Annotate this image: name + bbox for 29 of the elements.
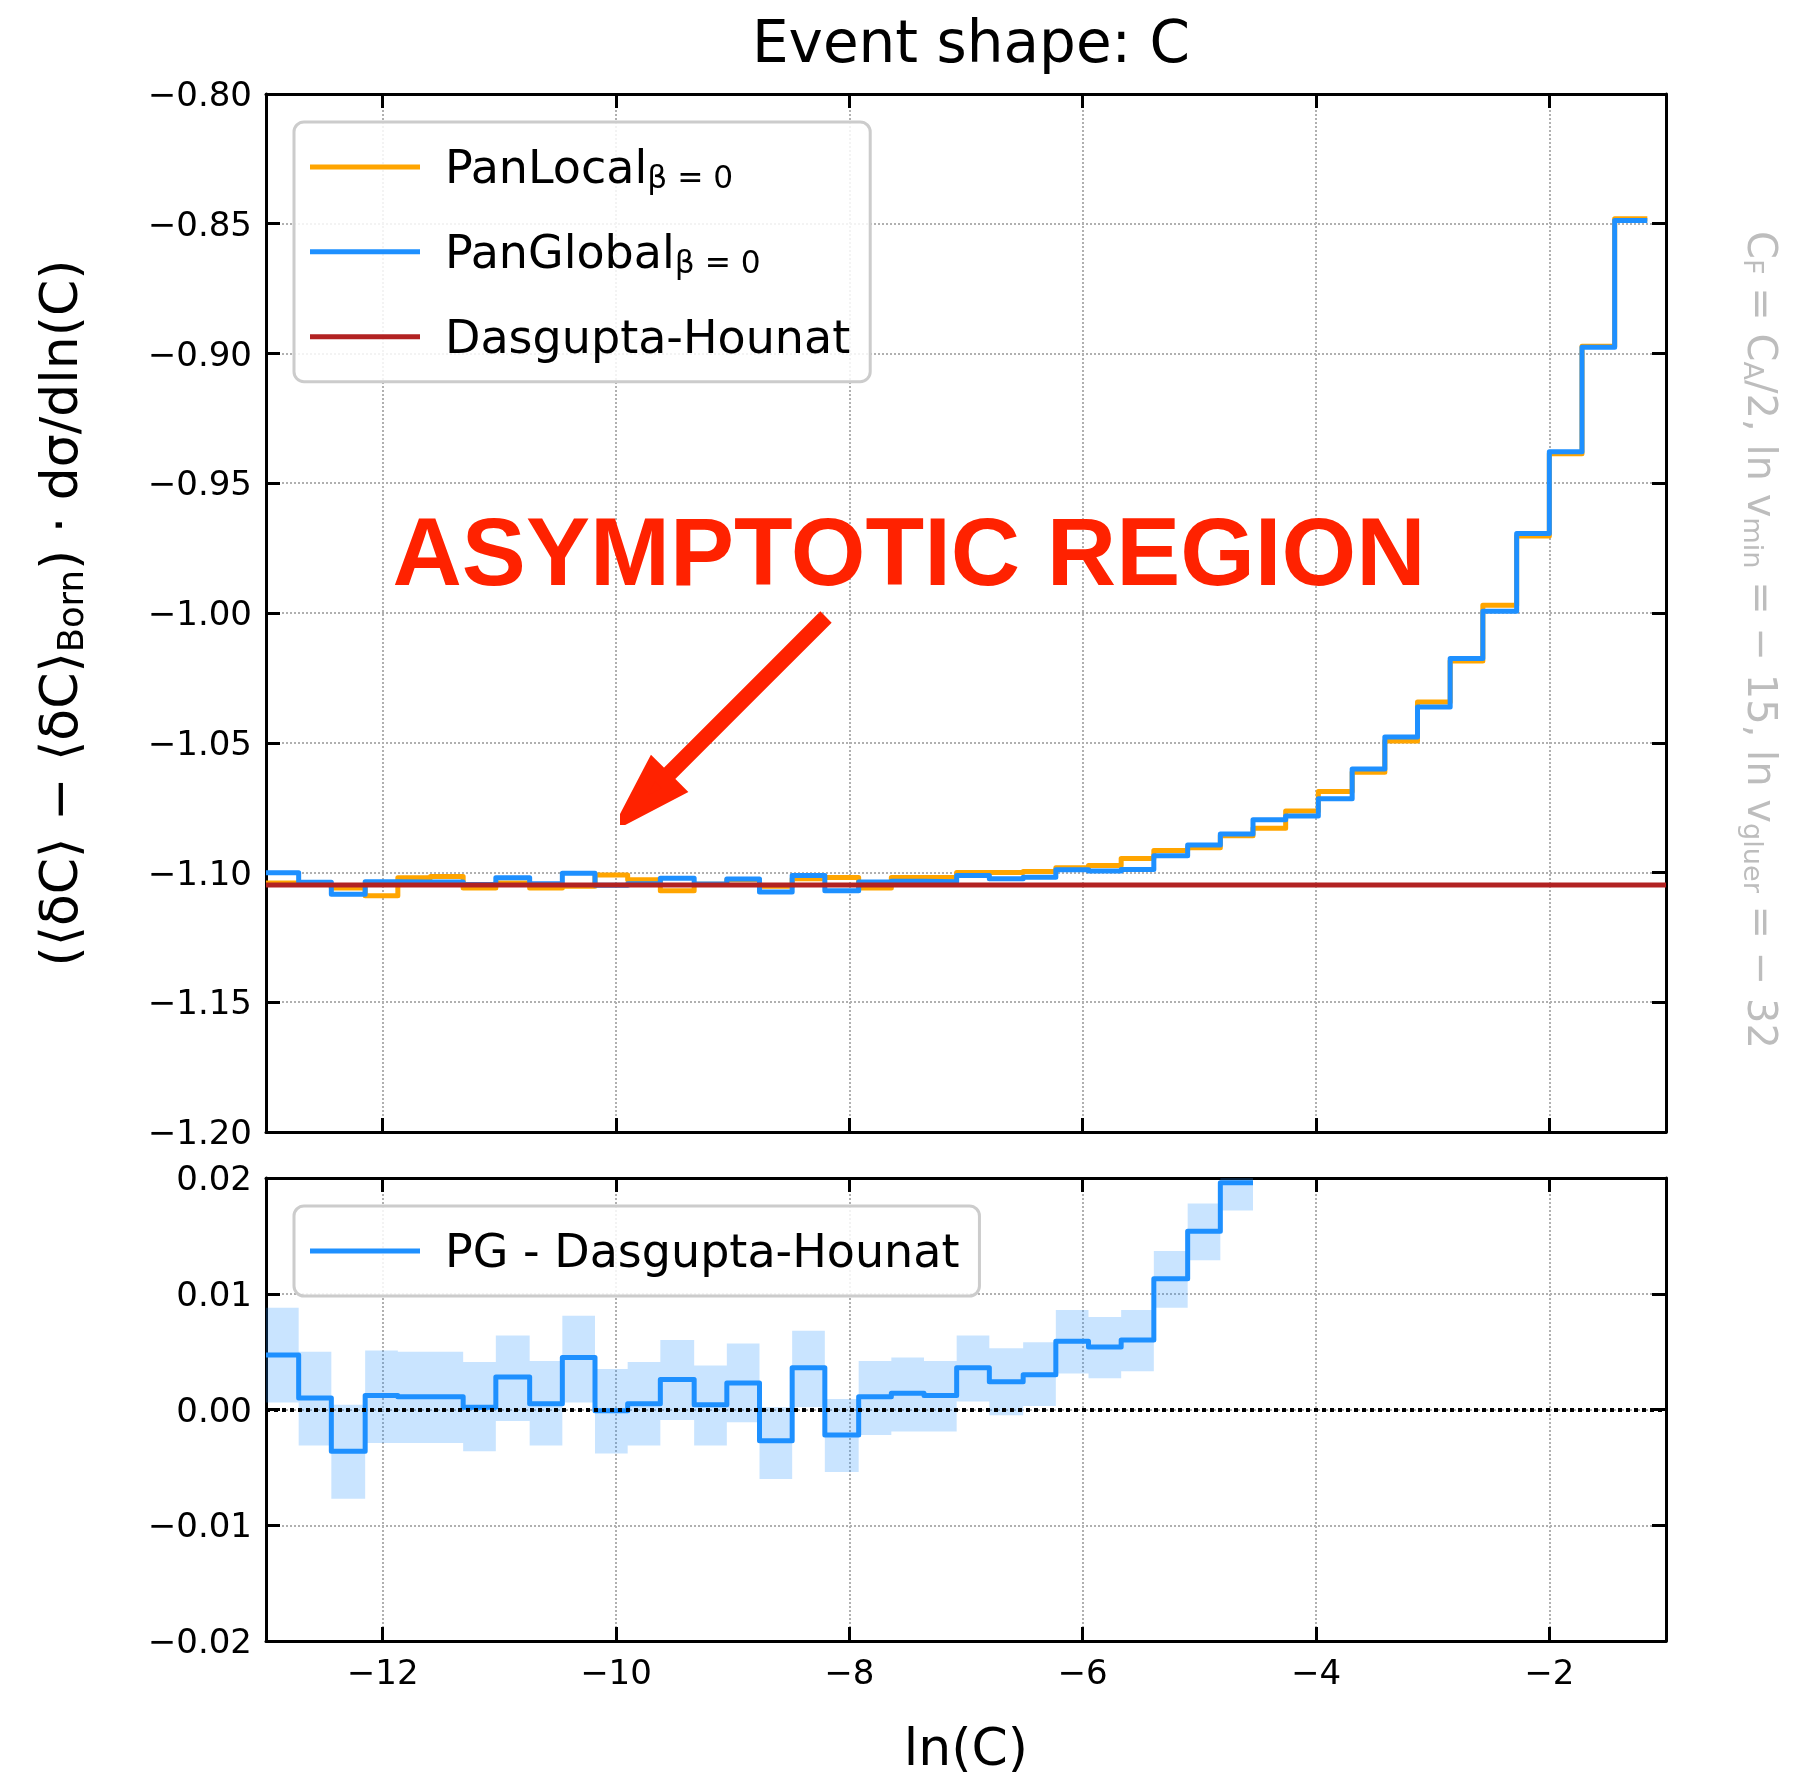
y-tick-label: −1.20 xyxy=(147,1112,252,1152)
y-tick-label: 0.02 xyxy=(176,1158,252,1198)
chart-title: Event shape: C xyxy=(751,8,1191,76)
y-tick-label: −1.15 xyxy=(147,982,252,1023)
y-tick-label: 0.01 xyxy=(176,1273,252,1314)
legend-label: PG - Dasgupta-Hounat xyxy=(445,1224,960,1278)
x-tick-label: −10 xyxy=(580,1652,652,1692)
x-tick-label: −2 xyxy=(1524,1652,1575,1692)
y-tick-label: −1.10 xyxy=(147,852,252,893)
x-tick-label: −8 xyxy=(824,1652,875,1692)
legend-label: Dasgupta-Hounat xyxy=(445,309,851,364)
legend-label: PanGlobalβ = 0 xyxy=(445,224,761,281)
y-tick-label: −0.90 xyxy=(147,333,252,374)
x-tick-label: −12 xyxy=(346,1652,419,1692)
y-tick-label: −1.05 xyxy=(147,722,252,763)
x-axis-title: ln(C) xyxy=(903,1717,1029,1777)
legend-label: PanLocalβ = 0 xyxy=(445,140,734,196)
y-tick-label: −0.01 xyxy=(147,1505,252,1546)
text: CF = CA/2, ln vmin = − 15, ln vgluer = − 32 xyxy=(1737,231,1785,1049)
y-tick-label: −0.85 xyxy=(147,203,252,244)
x-tick-label: −6 xyxy=(1057,1652,1108,1692)
y-axis-title: (⟨δC⟩ − ⟨δC⟩Born) · dσ/dln(C) xyxy=(28,259,91,967)
y-tick-label: −0.95 xyxy=(147,463,252,504)
y-tick-label: −1.00 xyxy=(147,593,252,633)
y-tick-label: 0.00 xyxy=(176,1389,252,1430)
y-tick-label: −0.02 xyxy=(147,1621,252,1661)
y-tick-label: −0.80 xyxy=(147,74,252,114)
x-tick-label: −4 xyxy=(1290,1652,1342,1692)
annotation: ASYMPTOTIC REGION xyxy=(392,497,1426,605)
